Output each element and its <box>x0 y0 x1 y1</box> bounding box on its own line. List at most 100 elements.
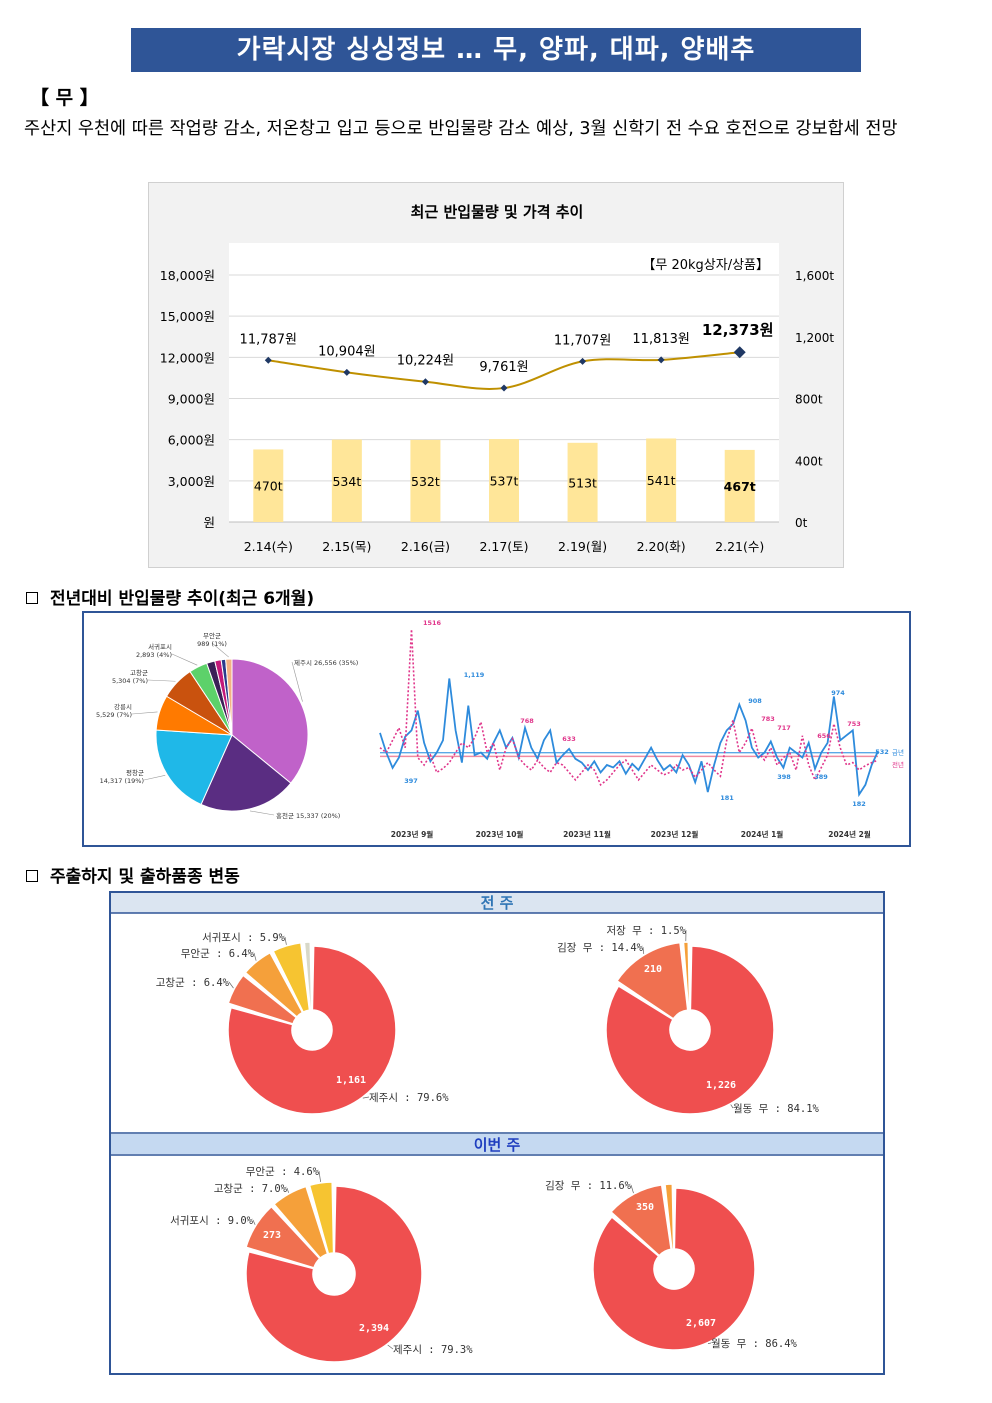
trend-svg: 제주시 26,556 (35%) 홍천군 15,337 (20%) 평창군14,31… <box>96 619 904 839</box>
item-description: 주산지 우천에 따른 작업량 감소, 저온창고 입고 등으로 반입물량 감소 예… <box>24 119 898 139</box>
donut-label: 김장 무 : 11.6% <box>545 1180 632 1192</box>
price-marker <box>500 384 508 392</box>
pie-label: 2,893 (4%) <box>136 651 172 659</box>
volume-label: 513t <box>568 475 597 490</box>
prev-week-label: 전 주 <box>481 894 514 912</box>
volume-label: 470t <box>254 479 283 494</box>
pie-leader <box>147 679 176 682</box>
chart-title: 최근 반입물량 및 가격 추이 <box>411 203 584 221</box>
pie-slice <box>155 729 233 806</box>
trend-x-label: 2023년 10월 <box>476 829 524 839</box>
y-right-tick: 400t <box>795 454 823 468</box>
price-marker <box>264 356 272 364</box>
donut-slice <box>227 974 298 1025</box>
pie-leader <box>291 661 303 702</box>
donut-label: 고창군 : 6.4% <box>156 977 230 989</box>
header-this-week <box>111 1134 883 1154</box>
point-label: 656 <box>817 732 831 740</box>
point-label: 398 <box>777 773 791 781</box>
pie-label: 제주시 26,556 (35%) <box>294 659 358 667</box>
volume-label: 537t <box>490 474 519 489</box>
donut-leader <box>318 1170 321 1183</box>
donut-leader <box>228 981 234 989</box>
trend-x-label: 2024년 1월 <box>741 829 784 839</box>
donut-leader <box>707 1342 712 1344</box>
price-label: 10,904원 <box>318 344 375 359</box>
trend-x-label: 2024년 2월 <box>828 829 871 839</box>
checkbox-square-icon <box>26 592 38 604</box>
donut-label: 제주시 : 79.6% <box>369 1092 449 1104</box>
y-right-tick: 0t <box>795 516 808 530</box>
donut-label: 제주시 : 79.3% <box>393 1344 473 1356</box>
checkbox-square-icon <box>26 870 38 882</box>
donut-label: 월동 무 : 84.1% <box>733 1103 820 1115</box>
x-tick-label: 2.16(금) <box>401 539 450 554</box>
section-shipping: 주출하지 및 출하품종 변동 <box>26 862 240 887</box>
donut-slice <box>609 1184 672 1257</box>
donut-leader <box>252 1219 256 1225</box>
pie-slice <box>200 734 292 812</box>
donut-slice <box>272 941 311 1014</box>
series-legend: 전년 <box>892 760 904 769</box>
donut-slice <box>273 1185 329 1260</box>
donut-inner-label: 2,394 <box>359 1323 389 1334</box>
donut-inner-label: 2,607 <box>686 1318 716 1329</box>
shipping-svg: 전 주이번 주 제주시 : 79.6%1,161 고창군 : 6.4% 무안군 : 6… <box>111 893 883 1363</box>
donut-label: 김장 무 : 14.4% <box>557 942 644 954</box>
header-prev-week <box>111 893 883 913</box>
point-label: 532 <box>875 748 889 756</box>
volume-label: 532t <box>411 474 440 489</box>
trend-x-label: 2023년 11월 <box>563 829 611 839</box>
donut-slice <box>303 941 313 1011</box>
donut-slice <box>682 941 691 1011</box>
price-volume-svg: 최근 반입물량 및 가격 추이 【무 20kg상자/상품】 원 3,000원 6,000… <box>160 203 835 554</box>
volume-bar <box>724 449 755 522</box>
donut-label: 저장 무 : 1.5% <box>606 925 686 937</box>
price-marker <box>657 356 665 364</box>
volume-bar <box>489 439 519 522</box>
point-label: 974 <box>831 689 845 697</box>
donut-inner-label: 1,226 <box>706 1080 736 1091</box>
price-label: 12,373원 <box>702 321 774 339</box>
pie-label: 14,317 (19%) <box>100 777 144 785</box>
donut-inner-label: 210 <box>644 964 662 975</box>
point-label: 182 <box>852 800 866 808</box>
x-tick-label: 2.15(목) <box>322 539 371 554</box>
y-left-tick: 12,000원 <box>160 350 215 365</box>
unit-note: 【무 20kg상자/상품】 <box>642 258 769 273</box>
pie-label: 무안군 <box>203 631 221 640</box>
series-legend: 금년 <box>892 748 904 757</box>
donut-inner-label: 273 <box>263 1230 281 1241</box>
pie-label: 평창군 <box>126 768 144 777</box>
point-label: 1516 <box>423 619 442 627</box>
point-label: 768 <box>520 717 534 725</box>
donut-slice <box>592 1187 756 1351</box>
price-label: 9,761원 <box>479 360 528 375</box>
x-tick-label: 2.20(화) <box>637 539 686 554</box>
point-label: 389 <box>814 773 828 781</box>
y-left-tick: 18,000원 <box>160 268 215 283</box>
series-line-prev <box>379 629 879 787</box>
pie-label: 5,529 (7%) <box>96 711 132 719</box>
volume-label: 534t <box>332 474 361 489</box>
pie-slice <box>231 658 309 784</box>
volume-bar <box>253 449 284 522</box>
volume-label: 541t <box>647 473 676 488</box>
pie-slice <box>225 658 233 736</box>
donut-slice <box>227 945 397 1115</box>
pie-label: 서귀포시 <box>148 642 172 651</box>
y-right-tick: 800t <box>795 393 823 407</box>
point-label: 753 <box>847 720 861 728</box>
pie-leader <box>131 711 158 715</box>
pie-label: 5,304 (7%) <box>112 677 148 685</box>
volume-bar <box>646 438 677 522</box>
point-label: 397 <box>404 777 418 785</box>
x-tick-label: 2.17(토) <box>479 539 528 554</box>
volume-bar <box>331 439 362 522</box>
donut-slice <box>245 1185 423 1363</box>
price-label: 10,224원 <box>397 354 454 369</box>
donut-label: 월동 무 : 86.4% <box>711 1338 798 1350</box>
donut-leader <box>362 1096 370 1099</box>
pie-leader <box>211 642 229 658</box>
point-label: 633 <box>562 735 576 743</box>
